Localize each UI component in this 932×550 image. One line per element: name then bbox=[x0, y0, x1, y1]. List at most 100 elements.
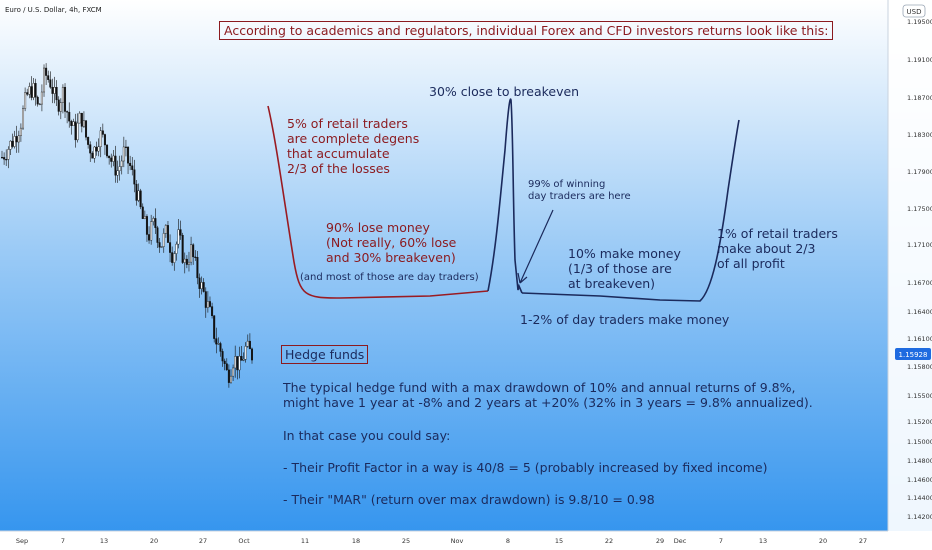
candle-body bbox=[7, 149, 10, 160]
candle-body bbox=[1, 156, 4, 159]
candle-body bbox=[24, 92, 27, 109]
price-tick-label: 1.14200 bbox=[907, 513, 932, 521]
time-tick-label: 20 bbox=[819, 537, 827, 545]
price-tick-label: 1.15500 bbox=[907, 392, 932, 400]
candle-body bbox=[36, 96, 39, 105]
time-tick-label: 11 bbox=[301, 537, 309, 545]
hedge-funds-line-2: In that case you could say: bbox=[283, 428, 451, 443]
hedge-funds-line-3: - Their Profit Factor in a way is 40/8 =… bbox=[283, 460, 768, 475]
winning-day-traders-annotation: 99% of winning day traders are here bbox=[528, 179, 631, 202]
candle-body bbox=[221, 351, 224, 362]
candle-body bbox=[208, 301, 211, 307]
candle-body bbox=[175, 243, 178, 254]
candle-body bbox=[38, 103, 41, 106]
candle-body bbox=[106, 144, 109, 157]
price-tick-label: 1.14400 bbox=[907, 494, 932, 502]
candle-body bbox=[246, 340, 249, 347]
time-tick-label: 22 bbox=[605, 537, 613, 545]
lose-money-annotation: 90% lose money (Not really, 60% lose and… bbox=[326, 220, 457, 265]
candle-body bbox=[169, 242, 172, 253]
price-axis-panel bbox=[888, 0, 932, 550]
candle-body bbox=[183, 258, 186, 263]
candle-body bbox=[135, 183, 138, 201]
degens-annotation: 5% of retail traders are complete degens… bbox=[287, 116, 420, 176]
candle-body bbox=[47, 75, 50, 80]
candle-body bbox=[59, 102, 62, 112]
price-tick-label: 1.16400 bbox=[907, 308, 932, 316]
candle-body bbox=[250, 348, 253, 361]
candle-body bbox=[217, 343, 220, 345]
header-annotation: According to academics and regulators, i… bbox=[219, 21, 834, 40]
candle-body bbox=[190, 244, 193, 263]
price-axis-ticks: 1.19500 1.19100 1.18700 1.18300 1.17900 1.175… bbox=[907, 18, 932, 521]
price-tick-label: 1.18700 bbox=[907, 94, 932, 102]
candle-body bbox=[173, 253, 176, 263]
time-tick-label: 27 bbox=[859, 537, 867, 545]
time-tick-label: Dec bbox=[674, 537, 687, 545]
losses-curve bbox=[267, 105, 489, 299]
candle-body bbox=[32, 83, 35, 98]
candle-body bbox=[129, 162, 132, 166]
candle-body bbox=[137, 190, 140, 201]
candle-body bbox=[40, 91, 43, 105]
candle-body bbox=[61, 86, 64, 103]
candle-body bbox=[192, 244, 195, 258]
hedge-funds-title: Hedge funds bbox=[281, 345, 369, 364]
candle-body bbox=[238, 355, 241, 371]
candle-body bbox=[11, 140, 14, 147]
candle-body bbox=[122, 146, 125, 162]
candle-body bbox=[99, 130, 102, 147]
candle-body bbox=[198, 277, 201, 289]
time-tick-label: Nov bbox=[451, 537, 464, 545]
candle-body bbox=[13, 136, 16, 147]
candle-body bbox=[97, 146, 100, 152]
candle-body bbox=[242, 359, 245, 361]
candle-body bbox=[185, 258, 188, 265]
candle-body bbox=[49, 79, 52, 88]
candle-body bbox=[120, 160, 123, 167]
candle-body bbox=[196, 257, 199, 279]
candle-body bbox=[9, 140, 12, 150]
candle-body bbox=[177, 229, 180, 245]
candle-body bbox=[95, 146, 98, 152]
time-axis-panel bbox=[0, 531, 932, 550]
candle-body bbox=[110, 157, 113, 162]
candle-body bbox=[53, 87, 56, 94]
candle-body bbox=[91, 152, 94, 159]
candle-body bbox=[76, 122, 79, 141]
candle-body bbox=[211, 306, 214, 316]
candle-body bbox=[148, 234, 151, 241]
current-price-label: 1.15928 bbox=[899, 351, 928, 359]
candle-body bbox=[179, 229, 182, 236]
candle-body bbox=[181, 235, 184, 263]
candle-body bbox=[22, 108, 25, 129]
candle-body bbox=[74, 121, 77, 141]
candle-body bbox=[145, 216, 148, 235]
time-tick-label: 7 bbox=[719, 537, 723, 545]
candle-body bbox=[101, 130, 104, 135]
price-tick-label: 1.14800 bbox=[907, 457, 932, 465]
time-tick-label: 25 bbox=[402, 537, 410, 545]
time-tick-label: Sep bbox=[16, 537, 28, 545]
candle-body bbox=[66, 111, 69, 113]
candle-body bbox=[131, 165, 134, 170]
make-money-annotation: 10% make money (1/3 of those are at brea… bbox=[568, 246, 681, 291]
candle-body bbox=[154, 218, 157, 228]
price-tick-label: 1.15000 bbox=[907, 438, 932, 446]
price-tick-label: 1.17100 bbox=[907, 241, 932, 249]
candle-body bbox=[17, 135, 20, 143]
candle-body bbox=[194, 256, 197, 258]
candle-body bbox=[70, 120, 73, 126]
candle-body bbox=[204, 291, 207, 308]
candle-body bbox=[240, 355, 243, 361]
candle-body bbox=[87, 137, 90, 145]
candle-body bbox=[127, 146, 130, 164]
candle-body bbox=[219, 343, 222, 352]
time-tick-label: Oct bbox=[238, 537, 250, 545]
candle-body bbox=[93, 146, 96, 159]
candle-body bbox=[103, 134, 106, 146]
price-tick-label: 1.17900 bbox=[907, 168, 932, 176]
candle-body bbox=[133, 169, 136, 185]
